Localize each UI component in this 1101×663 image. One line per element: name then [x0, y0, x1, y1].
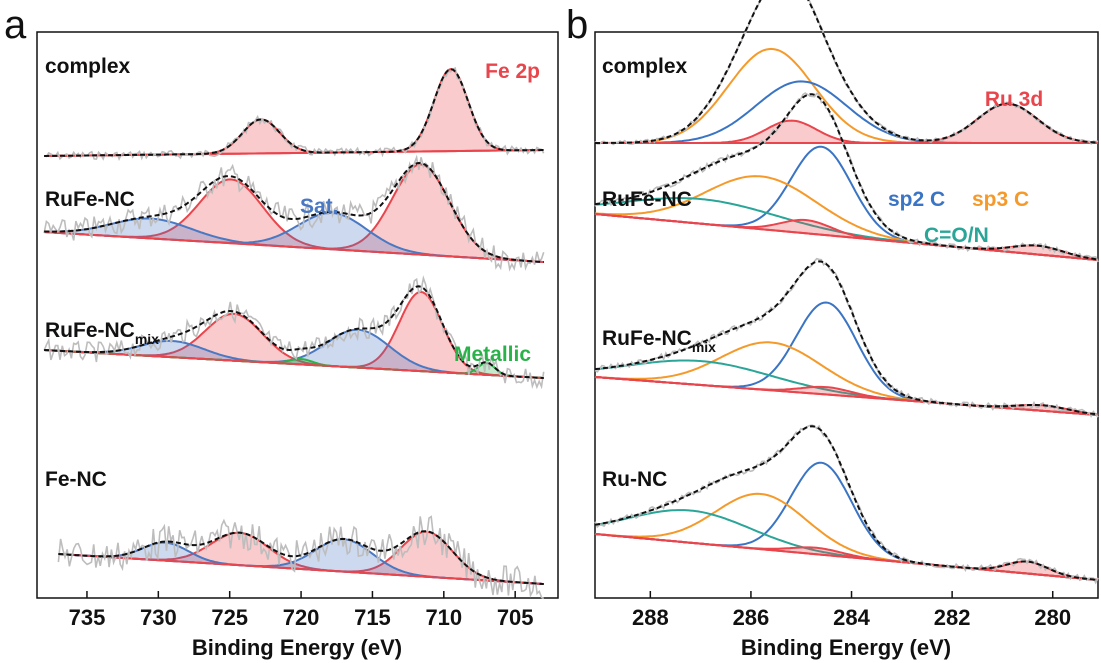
panel-b-x-axis: 288 286 284 282 280: [632, 591, 1071, 630]
raw-data: [43, 275, 545, 390]
panel-b-spectra: [594, 0, 1099, 585]
component-fill-fe2p: [44, 119, 544, 156]
panel-b-sample-ru-nc: Ru-NC: [602, 468, 667, 491]
spectrum-rufe-ncmix: [43, 275, 545, 390]
spectrum-fe-nc: [57, 515, 545, 600]
panel-b-annotation-ru3d: Ru 3d: [985, 88, 1043, 111]
component-fill-fe2p: [58, 531, 544, 584]
panel-b-annotation-sp2c: sp2 C: [888, 188, 945, 211]
component-sp2c: [594, 301, 1099, 416]
x-tick-label: 282: [934, 605, 971, 630]
x-tick-label: 284: [833, 605, 870, 630]
component-fill-ru3d: [595, 103, 1098, 143]
component-fill-fe2p: [44, 291, 544, 378]
spectrum-complex: [43, 66, 545, 162]
panel-a-x-axis-label: Binding Energy (eV): [192, 635, 402, 660]
x-tick-label: 710: [425, 605, 462, 630]
panel-b-label: b: [566, 3, 588, 47]
panel-a-annotation-metallic: Metallic: [454, 343, 531, 366]
panel-b-annotation-sp3c: sp3 C: [972, 188, 1029, 211]
baseline: [44, 231, 544, 263]
x-tick-label: 280: [1034, 605, 1071, 630]
fit-envelope: [594, 425, 1099, 581]
spectrum-ru-nc: [594, 424, 1099, 585]
component-fill-sat: [58, 542, 544, 584]
panel-b-sample-complex: complex: [602, 55, 688, 78]
x-tick-label: 720: [283, 605, 320, 630]
panel-a-x-axis: 735 730 725 720 715 710 705: [69, 591, 534, 630]
fit-envelope: [44, 285, 544, 379]
panel-b-sample-rufe-ncmix: RuFe-NCmix: [602, 327, 716, 355]
panel-a-spectra: [43, 66, 545, 600]
panel-b-frame: [594, 31, 1099, 599]
baseline: [58, 553, 544, 585]
x-tick-label: 725: [211, 605, 248, 630]
panel-a-sample-rufe-nc: RuFe-NC: [45, 188, 135, 211]
spectrum-complex: [594, 0, 1099, 146]
baseline: [594, 533, 1099, 581]
panel-a-frame: [36, 31, 559, 599]
fit-envelope: [44, 68, 544, 157]
panel-a-annotation-sat: Sat.: [300, 195, 339, 218]
panel-b-annotation-con: C=O/N: [924, 224, 989, 247]
raw-data: [594, 424, 1099, 585]
panel-a-sample-rufe-ncmix: RuFe-NCmix: [45, 319, 159, 347]
fit-envelope: [594, 93, 1099, 261]
x-tick-label: 715: [354, 605, 391, 630]
component-sp3c: [594, 341, 1099, 416]
x-tick-label: 288: [632, 605, 669, 630]
baseline: [594, 213, 1099, 261]
x-tick-label: 705: [497, 605, 534, 630]
component-fill-sat: [44, 218, 544, 262]
fit-envelope: [44, 161, 544, 263]
panel-a-sample-fe-nc: Fe-NC: [45, 468, 107, 491]
panel-b-sample-rufe-nc: RuFe-NC: [602, 188, 692, 211]
x-tick-label: 286: [733, 605, 770, 630]
component-fill-sat: [58, 539, 544, 584]
x-tick-label: 730: [140, 605, 177, 630]
component-fill-sat: [44, 340, 544, 378]
component-fill-fe2p: [44, 179, 544, 262]
component-fill-fe2p: [44, 164, 544, 262]
x-tick-label: 735: [69, 605, 106, 630]
raw-data: [43, 154, 545, 272]
panel-a-sample-complex: complex: [45, 55, 131, 78]
raw-data: [57, 515, 545, 600]
panel-b-x-axis-label: Binding Energy (eV): [741, 635, 951, 660]
panel-a-annotation-fe2p: Fe 2p: [485, 60, 540, 83]
component-fill-sat: [44, 213, 544, 262]
panel-a-label: a: [4, 3, 27, 47]
baseline: [594, 376, 1099, 416]
fit-envelope: [595, 0, 1099, 144]
spectrum-rufe-nc: [594, 92, 1099, 263]
spectrum-rufe-ncmix: [594, 257, 1099, 418]
fit-envelope: [594, 260, 1099, 416]
spectrum-rufe-nc: [43, 154, 545, 272]
fit-envelope: [58, 530, 544, 585]
baseline: [44, 349, 544, 379]
